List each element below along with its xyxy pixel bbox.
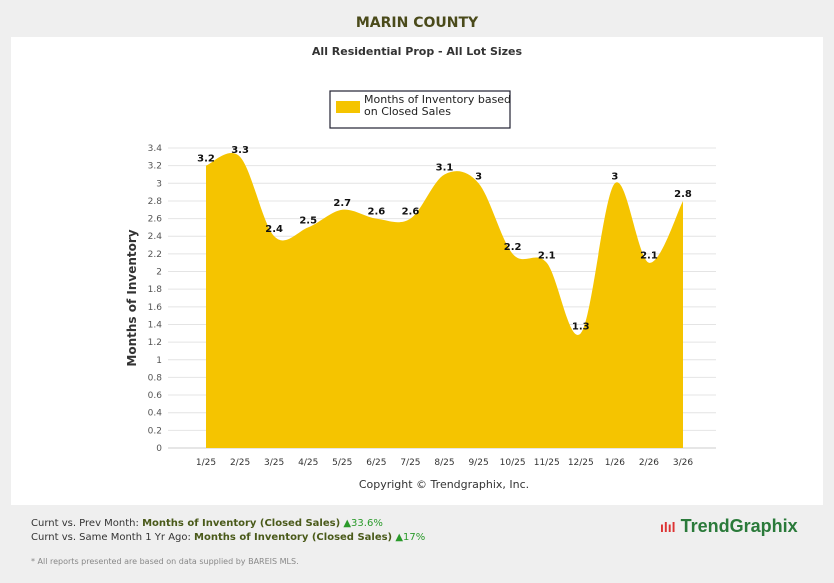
metric: Months of Inventory (Closed Sales) (194, 532, 393, 543)
y-tick-label: 1.6 (148, 303, 163, 313)
trendgraphix-logo: ılıl TrendGraphix (660, 516, 798, 537)
x-tick-label: 4/25 (298, 458, 318, 468)
area-chart: 0 0.2 0.4 0.6 0.8 1 1.2 1.4 1.6 1.8 2 2.2 2.4 2.6 2.8 3… (125, 90, 716, 491)
change-up: ▲33.6% (343, 518, 383, 529)
y-axis-title: Months of Inventory (125, 229, 139, 366)
legend-label-line1: Months of Inventory based (364, 93, 511, 106)
data-label: 2.7 (333, 198, 351, 209)
data-label: 2.6 (402, 207, 420, 218)
chart-subtitle: All Residential Prop - All Lot Sizes (311, 45, 523, 58)
y-tick-label: 0 (156, 444, 162, 454)
data-label: 3 (475, 171, 482, 182)
data-label: 2.2 (504, 242, 522, 253)
x-tick-label: 2/26 (639, 458, 659, 468)
data-label: 2.5 (299, 215, 317, 226)
page-title: MARIN COUNTY (355, 15, 479, 31)
data-label: 3.3 (231, 145, 249, 156)
chart-credit: Copyright © Trendgraphix, Inc. (359, 478, 529, 491)
change-up: ▲17% (395, 532, 426, 543)
label: Curnt vs. Prev Month: (31, 518, 143, 529)
data-label: 2.1 (640, 251, 658, 262)
y-tick-label: 1 (156, 356, 162, 366)
data-label: 2.4 (265, 224, 283, 235)
x-tick-label: 8/25 (434, 458, 454, 468)
label: Curnt vs. Same Month 1 Yr Ago: (31, 532, 195, 543)
area-series (206, 153, 683, 448)
legend-label-line2: on Closed Sales (364, 105, 451, 118)
y-tick-label: 1.4 (148, 320, 163, 330)
data-note: * All reports presented are based on dat… (31, 557, 299, 566)
x-tick-label: 10/25 (500, 458, 526, 468)
bars-icon: ılıl (660, 519, 676, 535)
data-label: 3.2 (197, 154, 215, 165)
data-label: 3.1 (436, 162, 454, 173)
legend-swatch (336, 101, 360, 113)
prev-month-comparison: Curnt vs. Prev Month: Months of Inventor… (31, 518, 383, 529)
logo-text: TrendGraphix (680, 516, 798, 536)
y-tick-label: 2.8 (148, 197, 163, 207)
y-tick-label: 2.4 (148, 232, 163, 242)
data-label: 2.1 (538, 251, 556, 262)
data-label: 2.6 (367, 207, 385, 218)
y-tick-label: 2 (156, 268, 162, 278)
metric: Months of Inventory (Closed Sales) (142, 518, 341, 529)
y-tick-label: 0.2 (148, 426, 162, 436)
y-tick-label: 1.2 (148, 338, 162, 348)
y-tick-label: 0.6 (148, 391, 163, 401)
x-tick-label: 3/26 (673, 458, 693, 468)
x-tick-label: 1/25 (196, 458, 216, 468)
x-tick-label: 9/25 (468, 458, 488, 468)
x-tick-label: 2/25 (230, 458, 250, 468)
x-tick-label: 7/25 (400, 458, 420, 468)
y-tick-label: 2.6 (148, 215, 163, 225)
y-tick-label: 3.2 (148, 162, 162, 172)
yoy-comparison: Curnt vs. Same Month 1 Yr Ago: Months of… (31, 532, 425, 543)
y-tick-label: 2.2 (148, 250, 162, 260)
y-tick-label: 3.4 (148, 144, 163, 154)
x-tick-label: 6/25 (366, 458, 386, 468)
y-tick-label: 3 (156, 179, 162, 189)
x-tick-label: 5/25 (332, 458, 352, 468)
y-tick-label: 0.4 (148, 409, 163, 419)
data-label: 1.3 (572, 321, 590, 332)
x-tick-label: 3/25 (264, 458, 284, 468)
y-tick-label: 1.8 (148, 285, 163, 295)
x-tick-label: 11/25 (534, 458, 560, 468)
data-label: 2.8 (674, 189, 692, 200)
x-tick-label: 12/25 (568, 458, 594, 468)
x-tick-label: 1/26 (605, 458, 625, 468)
data-label: 3 (611, 171, 618, 182)
y-tick-label: 0.8 (148, 373, 163, 383)
